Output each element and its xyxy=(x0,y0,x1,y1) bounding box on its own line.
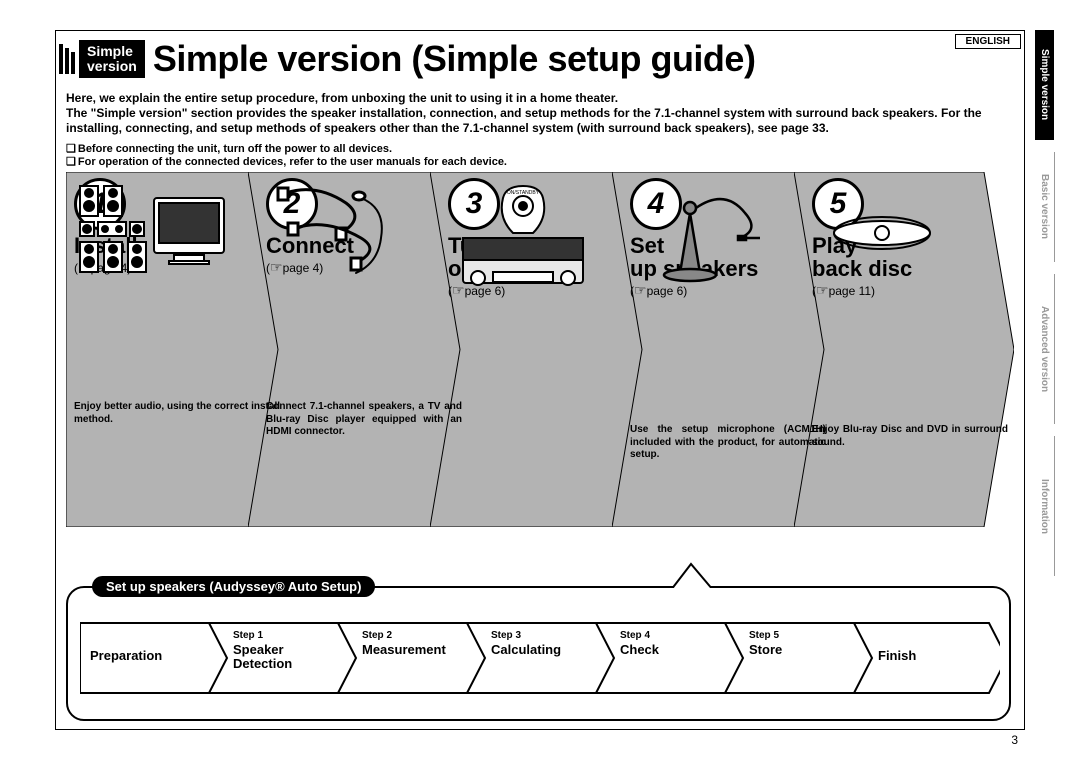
audyssey-step-num: Step 5 xyxy=(749,630,779,641)
step-illustration xyxy=(74,282,280,397)
audyssey-box: Set up speakers (Audyssey® Auto Setup) P… xyxy=(66,586,1011,721)
side-tabs: Simple version Basic version Advanced vers… xyxy=(1035,30,1075,576)
audyssey-step-label: Speaker xyxy=(233,642,284,657)
page-border: ENGLISH Simple version Simple version (S… xyxy=(55,30,1025,730)
audyssey-step xyxy=(725,623,878,693)
audyssey-step-label: Finish xyxy=(878,648,916,663)
audyssey-step-num: Step 2 xyxy=(362,630,392,641)
step-illustration xyxy=(812,305,1008,420)
page-number: 3 xyxy=(1011,733,1018,747)
intro-line1: Here, we explain the entire setup proced… xyxy=(66,91,1014,106)
audyssey-title: Set up speakers (Audyssey® Auto Setup) xyxy=(92,576,375,597)
side-tab[interactable]: Basic version xyxy=(1035,152,1055,262)
notes: ❏Before connecting the unit, turn off th… xyxy=(66,142,1014,168)
step-caption: Enjoy Blu-ray Disc and DVD in surround s… xyxy=(812,424,1008,449)
audyssey-step xyxy=(596,623,749,693)
audyssey-step-label: Measurement xyxy=(362,642,446,657)
callout-pointer xyxy=(663,562,723,592)
audyssey-step-num: Step 1 xyxy=(233,630,263,641)
step-illustration xyxy=(630,305,826,420)
audyssey-step xyxy=(338,623,491,693)
audyssey-step-num: Step 4 xyxy=(620,630,650,641)
audyssey-step-label: Store xyxy=(749,642,782,657)
language-badge: ENGLISH xyxy=(955,34,1021,49)
svg-text:ON/STANDBY: ON/STANDBY xyxy=(507,190,540,196)
side-tab[interactable]: Advanced version xyxy=(1035,274,1055,424)
section-tag: Simple version xyxy=(79,40,145,79)
intro-line2: The "Simple version" section provides th… xyxy=(66,106,1014,136)
decor-bars xyxy=(59,44,75,74)
note-2-text: For operation of the connected devices, … xyxy=(78,156,507,168)
step-caption: Enjoy better audio, using the correct in… xyxy=(74,401,280,426)
note-2: ❏For operation of the connected devices,… xyxy=(66,155,1014,168)
audyssey-step-label: Check xyxy=(620,642,660,657)
setup-step: 5 Playback disc (☞page 11) Enjoy Blu-ray… xyxy=(794,172,1014,527)
step-illustration xyxy=(266,282,462,397)
header-row: Simple version Simple version (Simple se… xyxy=(59,33,1024,85)
audyssey-step-label: Calculating xyxy=(491,642,561,657)
step-illustration: ON/STANDBY xyxy=(448,305,644,420)
section-tag-line1: Simple xyxy=(87,44,137,59)
section-tag-line2: version xyxy=(87,59,137,74)
audyssey-step xyxy=(854,623,1000,693)
side-tab[interactable]: Simple version xyxy=(1035,30,1054,140)
note-1-text: Before connecting the unit, turn off the… xyxy=(78,143,392,155)
step-caption: Connect 7.1-channel speakers, a TV and B… xyxy=(266,401,462,439)
side-tab[interactable]: Information xyxy=(1035,436,1055,576)
audyssey-step-label: Preparation xyxy=(90,648,162,663)
page-title: Simple version (Simple setup guide) xyxy=(153,38,756,80)
note-1: ❏Before connecting the unit, turn off th… xyxy=(66,142,1014,155)
step-chevrons: 1 Install (☞page 4) Enjoy better audio, … xyxy=(66,172,1022,534)
step-caption: Use the setup microphone (ACM1H) include… xyxy=(630,424,826,462)
audyssey-step-num: Step 3 xyxy=(491,630,521,641)
audyssey-steps: Preparation Step 1SpeakerDetection Step 2M… xyxy=(80,616,1000,696)
intro-text: Here, we explain the entire setup proced… xyxy=(66,91,1014,136)
audyssey-step xyxy=(467,623,620,693)
audyssey-step-label: Detection xyxy=(233,656,292,671)
